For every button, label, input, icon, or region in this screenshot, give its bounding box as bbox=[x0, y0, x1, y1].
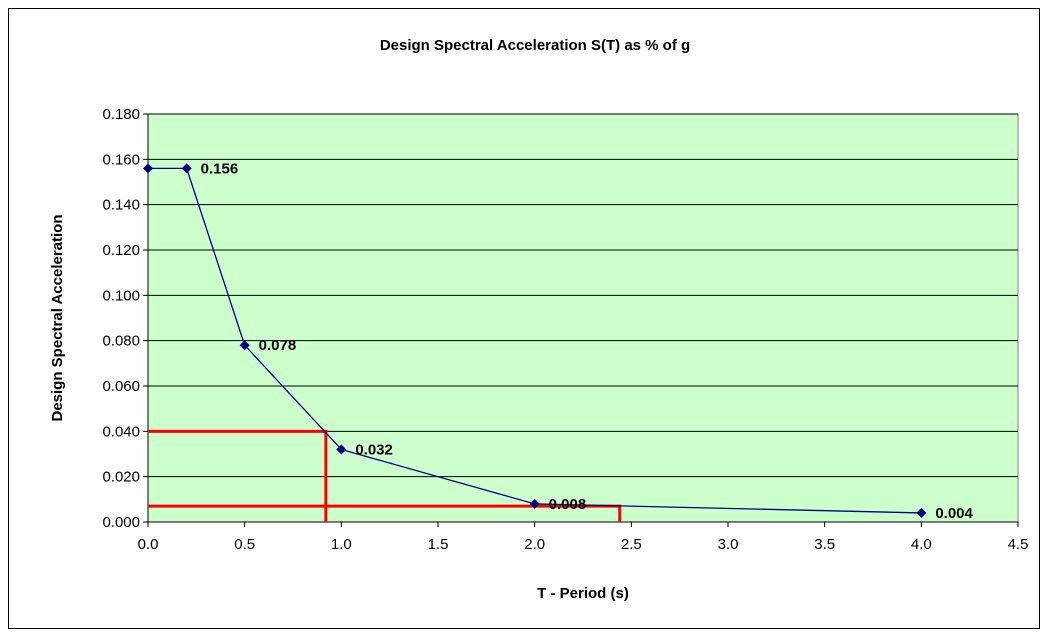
data-point-marker bbox=[529, 498, 540, 509]
data-label: 0.156 bbox=[201, 160, 239, 177]
x-tick-label: 2.5 bbox=[621, 536, 642, 553]
y-axis-ticks: 0.000 0.020 0.040 0.060 0.080 0.100 0.120 0.140… bbox=[102, 106, 149, 531]
data-point-marker bbox=[916, 507, 927, 518]
data-label: 0.004 bbox=[935, 505, 973, 522]
y-tick-label: 0.100 bbox=[102, 287, 140, 304]
x-tick-label: 4.5 bbox=[1008, 536, 1029, 553]
data-point-marker bbox=[181, 163, 192, 174]
data-point-marker bbox=[336, 444, 347, 455]
x-axis-ticks: 0.0 0.5 1.0 1.5 2.0 2.5 3.0 3.5 4.0 4.5 bbox=[138, 521, 1029, 553]
x-tick-label: 2.0 bbox=[524, 536, 545, 553]
plot-area bbox=[147, 113, 1019, 523]
data-label: 0.008 bbox=[549, 496, 587, 513]
y-tick-label: 0.080 bbox=[102, 333, 140, 350]
y-tick-label: 0.160 bbox=[102, 151, 140, 168]
data-labels: 0.156 0.078 0.032 0.008 0.004 bbox=[201, 160, 974, 522]
chart-title: Design Spectral Acceleration S(T) as % o… bbox=[380, 37, 690, 54]
series-group bbox=[143, 163, 927, 518]
data-label: 0.032 bbox=[355, 441, 393, 458]
x-tick-label: 0.0 bbox=[138, 536, 159, 553]
y-tick-label: 0.140 bbox=[102, 197, 140, 214]
data-label: 0.078 bbox=[259, 337, 297, 354]
data-point-marker bbox=[239, 340, 250, 351]
y-tick-label: 0.000 bbox=[102, 514, 140, 531]
y-tick-label: 0.020 bbox=[102, 469, 140, 486]
series-line bbox=[148, 167, 922, 514]
y-tick-label: 0.180 bbox=[102, 106, 140, 123]
y-axis-label: Design Spectral Acceleration bbox=[49, 214, 66, 421]
y-tick-label: 0.120 bbox=[102, 242, 140, 259]
y-tick-label: 0.040 bbox=[102, 423, 140, 440]
x-tick-label: 0.5 bbox=[234, 536, 255, 553]
x-tick-label: 3.5 bbox=[814, 536, 835, 553]
x-tick-label: 1.0 bbox=[331, 536, 352, 553]
reference-lines bbox=[148, 429, 622, 522]
data-point-marker bbox=[143, 163, 153, 174]
x-tick-label: 3.0 bbox=[718, 536, 739, 553]
x-tick-label: 1.5 bbox=[428, 536, 449, 553]
x-tick-label: 4.0 bbox=[911, 536, 932, 553]
x-axis-label: T - Period (s) bbox=[537, 585, 629, 602]
y-tick-label: 0.060 bbox=[102, 378, 140, 395]
